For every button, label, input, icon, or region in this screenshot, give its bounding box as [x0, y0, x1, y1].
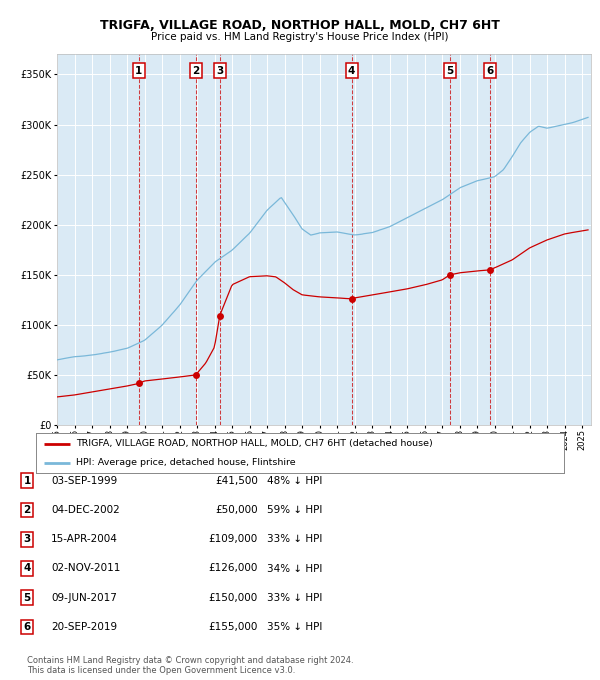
Text: 15-APR-2004: 15-APR-2004	[51, 534, 118, 544]
Text: 3: 3	[23, 534, 31, 544]
Text: 4: 4	[348, 65, 355, 75]
Text: 2: 2	[192, 65, 199, 75]
Text: HPI: Average price, detached house, Flintshire: HPI: Average price, detached house, Flin…	[76, 458, 295, 467]
Text: 09-JUN-2017: 09-JUN-2017	[51, 593, 117, 602]
Text: 1: 1	[23, 476, 31, 486]
Text: 35% ↓ HPI: 35% ↓ HPI	[267, 622, 322, 632]
Text: Contains HM Land Registry data © Crown copyright and database right 2024.: Contains HM Land Registry data © Crown c…	[27, 656, 353, 665]
Text: 3: 3	[216, 65, 223, 75]
Text: TRIGFA, VILLAGE ROAD, NORTHOP HALL, MOLD, CH7 6HT: TRIGFA, VILLAGE ROAD, NORTHOP HALL, MOLD…	[100, 19, 500, 33]
Text: 2: 2	[23, 505, 31, 515]
Text: 04-DEC-2002: 04-DEC-2002	[51, 505, 120, 515]
Text: This data is licensed under the Open Government Licence v3.0.: This data is licensed under the Open Gov…	[27, 666, 295, 675]
Text: 6: 6	[23, 622, 31, 632]
Text: 4: 4	[23, 564, 31, 573]
Text: 6: 6	[486, 65, 493, 75]
Text: £155,000: £155,000	[209, 622, 258, 632]
Text: 20-SEP-2019: 20-SEP-2019	[51, 622, 117, 632]
Text: TRIGFA, VILLAGE ROAD, NORTHOP HALL, MOLD, CH7 6HT (detached house): TRIGFA, VILLAGE ROAD, NORTHOP HALL, MOLD…	[76, 439, 433, 448]
Text: 48% ↓ HPI: 48% ↓ HPI	[267, 476, 322, 486]
Text: 03-SEP-1999: 03-SEP-1999	[51, 476, 117, 486]
Text: 5: 5	[446, 65, 454, 75]
Text: 33% ↓ HPI: 33% ↓ HPI	[267, 534, 322, 544]
Text: 5: 5	[23, 593, 31, 602]
Text: 33% ↓ HPI: 33% ↓ HPI	[267, 593, 322, 602]
Text: 02-NOV-2011: 02-NOV-2011	[51, 564, 121, 573]
Text: £126,000: £126,000	[209, 564, 258, 573]
Text: 1: 1	[135, 65, 142, 75]
Text: £50,000: £50,000	[215, 505, 258, 515]
Text: 34% ↓ HPI: 34% ↓ HPI	[267, 564, 322, 573]
Text: Price paid vs. HM Land Registry's House Price Index (HPI): Price paid vs. HM Land Registry's House …	[151, 33, 449, 42]
Text: £150,000: £150,000	[209, 593, 258, 602]
Text: £41,500: £41,500	[215, 476, 258, 486]
Text: £109,000: £109,000	[209, 534, 258, 544]
Text: 59% ↓ HPI: 59% ↓ HPI	[267, 505, 322, 515]
